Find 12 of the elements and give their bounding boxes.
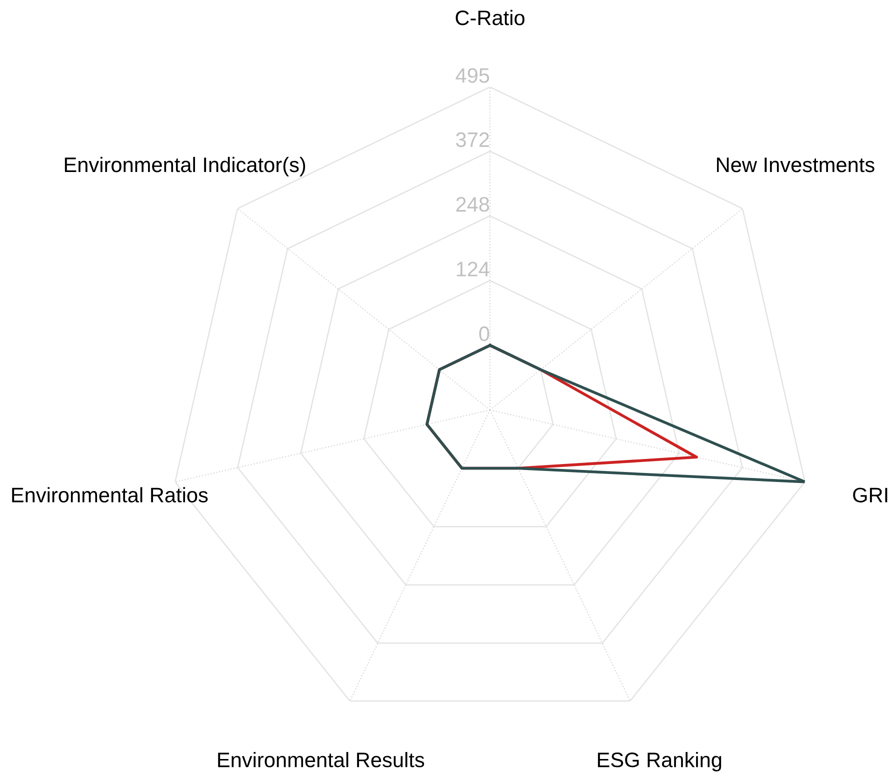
y-tick-label: 0 xyxy=(479,326,490,342)
spoke-label: Environmental Results xyxy=(218,752,424,768)
y-tick-label: 124 xyxy=(456,262,490,276)
spoke-label: C-Ratio xyxy=(456,10,524,26)
y-tick-label: 248 xyxy=(456,197,490,212)
y-tick-label: 495 xyxy=(456,68,490,83)
spoke-label: ESG Ranking xyxy=(598,752,722,772)
spoke-label: Environmental Indicator(s) xyxy=(64,156,306,176)
y-tick-label: 372 xyxy=(456,132,489,148)
spoke-label: GRI xyxy=(853,488,888,502)
spoke-label: New Investments xyxy=(717,158,874,172)
spoke-label: Environmental Ratios xyxy=(12,487,208,502)
